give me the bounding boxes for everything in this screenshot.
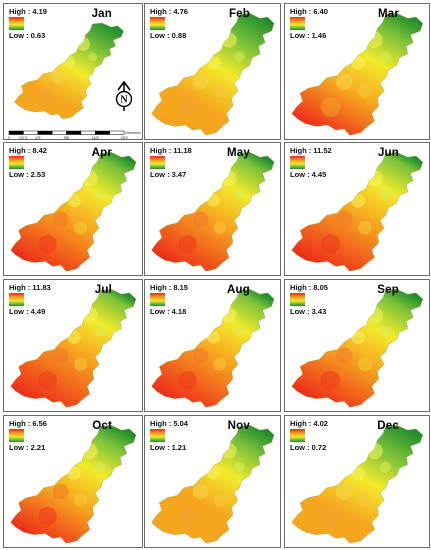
legend-low-label: Low : 0.72 [290, 443, 327, 452]
legend-high-label: High : 8.15 [150, 283, 188, 292]
legend-color-ramp [150, 293, 165, 306]
heat-map [151, 13, 275, 136]
legend-high-label: High : 11.83 [9, 283, 51, 292]
legend-color-ramp [150, 17, 165, 30]
legend-high-label: High : 5.04 [150, 419, 188, 428]
heat-map [151, 425, 275, 544]
month-title: Oct [92, 420, 112, 432]
scale-tick-label: 475 [35, 136, 41, 140]
legend-high-label: High : 4.19 [9, 7, 47, 16]
legend-low-label: Low : 4.18 [150, 307, 187, 316]
legend-color-ramp [290, 17, 305, 30]
heat-map [291, 289, 424, 408]
month-title: Jun [377, 147, 399, 159]
legend-high-label: High : 11.52 [290, 146, 332, 155]
heat-map [291, 425, 424, 544]
legend-low-label: Low : 0.63 [9, 31, 46, 40]
map-panel-sep: High : 8.05 Low : 3.43 Sep [284, 279, 430, 412]
scale-tick-label: 1900 [120, 136, 128, 140]
map-panel-may: High : 11.18 Low : 3.47 May [144, 142, 281, 276]
legend-high-label: High : 6.40 [290, 7, 328, 16]
legend-low-label: Low : 1.46 [290, 31, 327, 40]
legend-high-label: High : 8.42 [9, 146, 47, 155]
map-panel-oct: High : 6.56 Low : 2.21 Oct [3, 415, 143, 548]
legend-low-label: Low : 4.49 [9, 307, 46, 316]
legend-color-ramp [9, 429, 24, 442]
map-panel-jan: 0 237.5 475 950 1425 1900 Kilometers N High : 4.… [3, 3, 143, 140]
legend-high-label: High : 4.02 [290, 419, 328, 428]
month-title: Apr [91, 147, 112, 159]
scale-tick-label: 950 [64, 136, 70, 140]
heat-map [151, 152, 275, 272]
legend-color-ramp [9, 293, 24, 306]
map-panel-mar: High : 6.40 Low : 1.46 Mar [284, 3, 430, 140]
north-arrow-icon: N [115, 80, 133, 111]
scale-tick-label: 237.5 [19, 136, 27, 140]
month-title: Sep [377, 284, 399, 296]
month-title: Aug [227, 284, 250, 296]
scale-unit-label: Kilometers [125, 131, 141, 135]
legend-high-label: High : 8.05 [290, 283, 328, 292]
heat-map [10, 425, 137, 544]
heat-map [151, 289, 275, 408]
map-panel-jul: High : 11.83 Low : 4.49 Jul [3, 279, 143, 412]
map-panel-dec: High : 4.02 Low : 0.72 Dec [284, 415, 430, 548]
map-panel-nov: High : 5.04 Low : 1.21 Nov [144, 415, 281, 548]
legend-color-ramp [290, 156, 305, 169]
legend-color-ramp [9, 156, 24, 169]
legend-color-ramp [290, 293, 305, 306]
scale-tick-label: 1425 [92, 136, 100, 140]
legend-low-label: Low : 3.47 [150, 170, 187, 179]
legend-low-label: Low : 3.43 [290, 307, 327, 316]
heat-map [291, 13, 424, 136]
legend-high-label: High : 11.18 [150, 146, 192, 155]
map-panel-aug: High : 8.15 Low : 4.18 Aug [144, 279, 281, 412]
legend-low-label: Low : 0.88 [150, 31, 187, 40]
month-title: Nov [227, 420, 250, 432]
map-panel-apr: High : 8.42 Low : 2.53 Apr [3, 142, 143, 276]
month-title: Mar [377, 8, 399, 20]
legend-high-label: High : 4.76 [150, 7, 188, 16]
month-title: May [227, 147, 250, 159]
legend-high-label: High : 6.56 [9, 419, 47, 428]
scale-tick-label: 0 [8, 136, 10, 140]
month-title: Jan [91, 8, 112, 20]
map-panel-feb: High : 4.76 Low : 0.88 Feb [144, 3, 281, 140]
heat-map [10, 289, 137, 408]
legend-low-label: Low : 2.53 [9, 170, 46, 179]
month-title: Feb [228, 8, 250, 20]
legend-low-label: Low : 2.21 [9, 443, 46, 452]
legend-low-label: Low : 1.21 [150, 443, 187, 452]
heat-map [291, 152, 424, 272]
legend-color-ramp [290, 429, 305, 442]
legend-low-label: Low : 4.45 [290, 170, 327, 179]
map-panel-jun: High : 11.52 Low : 4.45 Jun [284, 142, 430, 276]
legend-color-ramp [150, 156, 165, 169]
legend-color-ramp [9, 17, 24, 30]
month-title: Jul [94, 284, 112, 296]
north-label: N [120, 95, 128, 106]
legend-color-ramp [150, 429, 165, 442]
heat-map [10, 152, 137, 272]
month-title: Dec [377, 420, 399, 432]
